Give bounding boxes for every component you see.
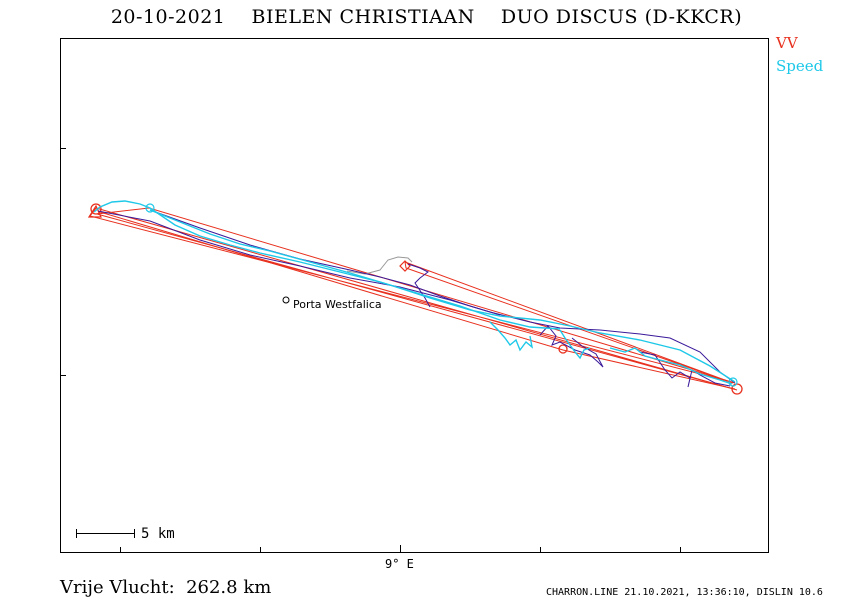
flight-title: 20-10-2021 BIELEN CHRISTIAAN DUO DISCUS …: [110, 6, 743, 28]
track-vario: [97, 209, 736, 388]
legend-vv: VV: [776, 34, 798, 52]
axis-ticks: [60, 148, 681, 552]
credit-line: CHARRON.LINE 21.10.2021, 13:36:10, DISLI…: [546, 587, 823, 598]
distance-summary: Vrije Vlucht: 262.8 km: [60, 577, 272, 598]
scale-bar-label: 5 km: [141, 526, 175, 542]
place-marker: [282, 296, 290, 304]
x-axis-label: 9° E: [385, 557, 414, 571]
track-speed: [93, 200, 738, 387]
place-label: Porta Westfalica: [293, 298, 382, 311]
scale-bar: [76, 529, 135, 538]
legend-speed: Speed: [776, 57, 824, 75]
map-border: [60, 38, 769, 553]
